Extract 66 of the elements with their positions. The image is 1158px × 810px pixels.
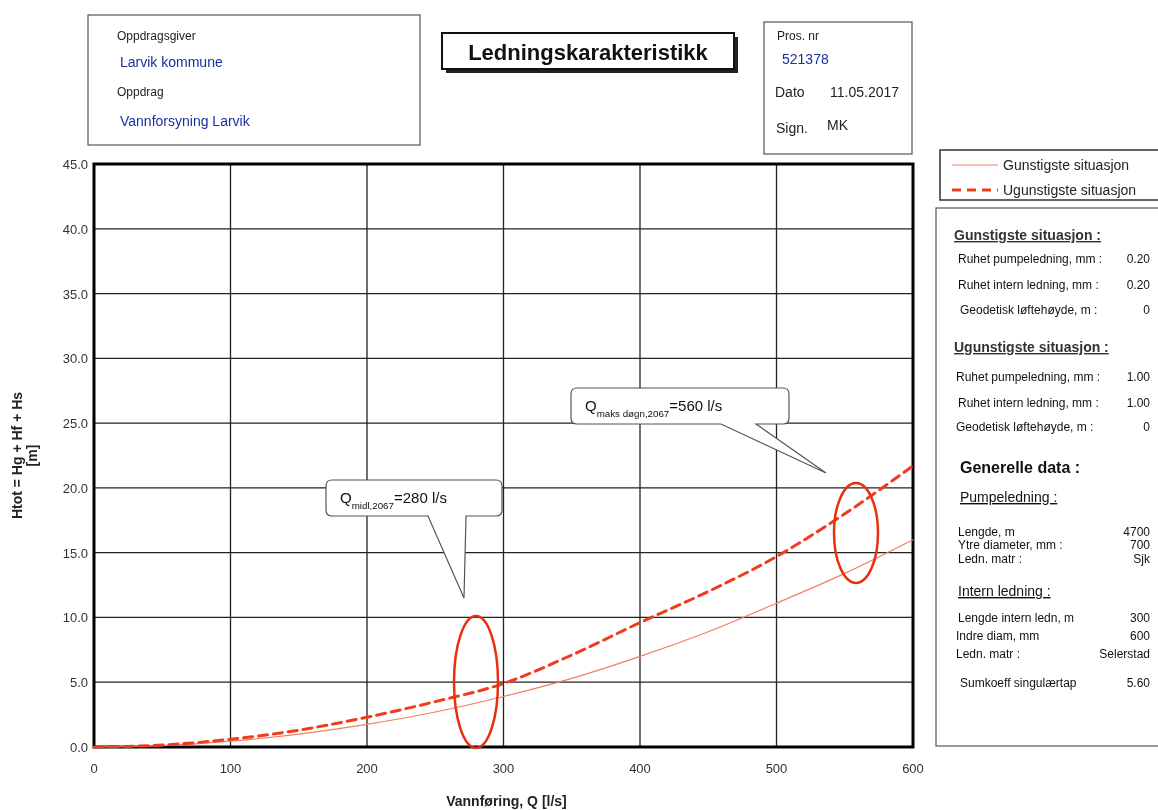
y-tick-label: 45.0 <box>62 157 88 172</box>
x-tick-label: 100 <box>219 761 242 776</box>
text: Larvik kommune <box>120 54 223 70</box>
legend-label: Ugunstigste situasjon <box>1003 182 1137 198</box>
y-tick-label: 15.0 <box>62 545 88 561</box>
text: Sumkoeff singulærtap <box>960 676 1077 690</box>
text: Ledn. matr : <box>958 552 1023 566</box>
y-tick-label: 35.0 <box>62 286 88 302</box>
text: 0 <box>1143 303 1151 317</box>
annotation: Q$_{maks døgn,2067}$=560 l/s <box>585 397 723 419</box>
x-tick-label: 300 <box>492 761 515 776</box>
text: Intern ledning : <box>958 583 1051 599</box>
x-tick-label: 0 <box>90 761 98 776</box>
annotation: Q$_{midl,2067}$=280 l/s <box>340 489 447 511</box>
text: 0.20 <box>1126 278 1151 292</box>
text: Geodetisk løftehøyde, m : <box>956 420 1094 434</box>
text: Ruhet intern ledning, mm : <box>958 278 1099 292</box>
text: Generelle data : <box>960 459 1081 476</box>
text: 0.20 <box>1126 252 1151 266</box>
y-tick-label: 30.0 <box>62 351 88 367</box>
legend-label: Gunstigste situasjon <box>1003 157 1130 173</box>
text: 300 <box>1129 611 1151 625</box>
text: Sign. <box>776 120 808 136</box>
text: Ruhet intern ledning, mm : <box>958 396 1099 410</box>
text: Dato <box>775 84 805 100</box>
y-tick-label: 5.0 <box>69 675 88 691</box>
text: Oppdrag <box>117 85 164 99</box>
text: Selerstad <box>1099 647 1150 661</box>
x-tick-label: 200 <box>356 761 378 776</box>
x-tick-label: 400 <box>629 761 651 776</box>
text: 1.00 <box>1126 370 1151 384</box>
y-tick-label: 20.0 <box>62 480 88 496</box>
text: Pros. nr <box>777 29 820 43</box>
text: Lengde intern ledn, m <box>958 611 1075 625</box>
y-tick-label: 40.0 <box>62 221 88 237</box>
chart-title: Ledningskarakteristikk <box>468 40 709 65</box>
text: Lengde, m <box>958 525 1015 539</box>
text: Ledn. matr : <box>956 647 1021 661</box>
y-tick-label: 0.0 <box>69 740 88 755</box>
text: Gunstigste situasjon : <box>954 227 1102 243</box>
text: 0 <box>1143 420 1151 434</box>
text: Oppdragsgiver <box>117 29 196 43</box>
text: Geodetisk løftehøyde, m : <box>960 303 1098 317</box>
text: 4700 <box>1123 525 1151 539</box>
x-axis-title: Vannføring, Q [l/s] <box>446 793 567 809</box>
text: 700 <box>1129 538 1151 552</box>
text: Ruhet pumpeledning, mm : <box>958 252 1103 266</box>
y-tick-label: 10.0 <box>62 610 88 626</box>
text: 600 <box>1129 629 1151 643</box>
text: 5.60 <box>1126 676 1151 690</box>
text: 1.00 <box>1126 396 1151 410</box>
text: Indre diam, mm <box>956 629 1040 643</box>
text: Pumpeledning : <box>960 489 1058 505</box>
text: 11.05.2017 <box>830 84 900 100</box>
text: Sjk <box>1133 552 1151 566</box>
x-tick-label: 600 <box>902 761 924 776</box>
text: Ytre diameter, mm : <box>958 538 1063 552</box>
x-tick-label: 500 <box>765 761 788 776</box>
text: Vannforsyning Larvik <box>120 113 251 129</box>
text: MK <box>827 117 849 133</box>
text: 521378 <box>782 51 829 67</box>
y-tick-label: 25.0 <box>62 416 88 432</box>
y-axis-title: Htot = Hg + Hf + Hs [m] <box>9 391 40 520</box>
line-series <box>92 464 915 749</box>
text: Ugunstigste situasjon : <box>954 339 1109 355</box>
text: Ruhet pumpeledning, mm : <box>956 370 1101 384</box>
